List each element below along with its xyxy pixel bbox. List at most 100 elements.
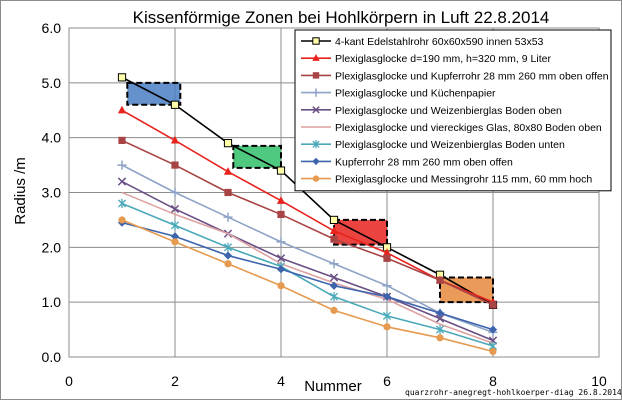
series-1-point-4 <box>329 226 339 234</box>
series-7-point-7 <box>488 325 498 334</box>
x-tick-label-0: 0 <box>65 373 73 389</box>
series-2-point-6 <box>436 276 444 284</box>
legend-swatch-marker-6 <box>312 140 320 149</box>
series-7 <box>117 218 498 334</box>
x-tick-label-3: 6 <box>383 373 391 389</box>
series-8-point-2 <box>224 260 232 268</box>
legend-swatch-marker-3 <box>311 88 321 97</box>
footer-note: quarzrohr-anegregt-hohlkoerper-diag 26.8… <box>405 388 621 397</box>
series-7-point-1 <box>170 232 180 241</box>
series-2-point-7 <box>489 301 497 309</box>
series-3-point-3 <box>276 237 286 247</box>
series-7-point-5 <box>382 292 392 301</box>
series-1-point-1 <box>170 135 180 144</box>
ticks: 0.0 1.0 2.0 3.0 4.0 5.0 6.0 0 2 4 6 8 10 <box>42 20 607 389</box>
series-line-7 <box>121 221 494 331</box>
x-tick-label-5: 10 <box>591 373 607 389</box>
series <box>117 73 498 356</box>
x-tick-label-1: 2 <box>171 373 179 389</box>
legend-label-0: 4-kant Edelstahlrohr 60x60x590 innen 53x… <box>335 36 544 48</box>
legend-label-7: Kupferrohr 28 mm 260 mm oben offen <box>335 156 513 168</box>
series-2 <box>118 136 497 309</box>
series-4-point-6 <box>435 314 445 323</box>
legend-label-3: Plexiglasglocke und Küchenpapier <box>335 88 496 100</box>
series-7-point-4 <box>329 281 339 290</box>
series-8-point-6 <box>436 334 444 342</box>
legend-entry-0: 4-kant Edelstahlrohr 60x60x590 innen 53x… <box>301 36 544 48</box>
legend-label-6: Plexiglasglocke und Weizenbierglas Boden… <box>335 139 565 151</box>
series-1-point-0 <box>117 105 127 114</box>
series-1-point-3 <box>276 196 286 204</box>
series-line-6 <box>121 202 494 347</box>
series-7-point-6 <box>435 309 445 318</box>
series-8-point-5 <box>383 323 391 331</box>
y-tick-label-5: 5.0 <box>42 75 62 91</box>
series-7-point-3 <box>276 265 286 274</box>
y-tick-label-1: 1.0 <box>42 294 62 310</box>
legend-label-2: Plexiglasglocke und Kupferrohr 28 mm 260… <box>335 70 609 82</box>
series-2-point-3 <box>277 210 285 219</box>
series-6-point-4 <box>329 292 339 302</box>
legend-label-8: Plexiglasglocke und Messingrohr 115 mm, … <box>335 174 592 186</box>
series-3-point-5 <box>382 281 392 291</box>
series-line-1 <box>121 109 494 303</box>
legend-swatch-marker-4 <box>312 106 320 114</box>
legend-entry-1: Plexiglasglocke d=190 mm, h=320 mm, 9 Li… <box>301 53 551 65</box>
series-6 <box>117 198 498 351</box>
legend-entry-4: Plexiglasglocke und Weizenbierglas Boden… <box>301 105 562 117</box>
plot-frame <box>68 27 600 358</box>
series-3-point-4 <box>329 259 339 269</box>
series-4-point-4 <box>329 273 339 282</box>
series-6-point-2 <box>223 242 233 252</box>
x-tick-label-2: 4 <box>277 373 285 389</box>
series-4-point-0 <box>117 177 127 186</box>
series-6-point-6 <box>435 324 445 335</box>
legend-entry-5: Plexiglasglocke und viereckiges Glas, 80… <box>301 122 602 134</box>
series-0-point-3 <box>276 166 286 175</box>
y-tick-label-3: 3.0 <box>42 185 62 201</box>
legend-swatch-marker-2 <box>312 72 320 79</box>
series-3-point-1 <box>170 187 180 198</box>
series-line-8 <box>121 219 494 353</box>
y-axis-label: Radius /m <box>12 157 29 225</box>
legend-entry-3: Plexiglasglocke und Küchenpapier <box>301 88 496 100</box>
series-line-0 <box>121 76 494 306</box>
series-8-point-7 <box>489 347 497 356</box>
legend-label-5: Plexiglasglocke und viereckiges Glas, 80… <box>335 122 602 134</box>
series-line-2 <box>121 139 494 306</box>
legend-entry-7: Kupferrohr 28 mm 260 mm oben offen <box>301 156 513 168</box>
legend-swatch-marker-1 <box>312 54 320 61</box>
series-8-point-4 <box>330 306 338 314</box>
y-tick-label-2: 2.0 <box>42 239 62 255</box>
series-2-point-0 <box>118 136 126 145</box>
series-5 <box>121 191 494 345</box>
series-0-point-2 <box>223 139 233 148</box>
legend-label-4: Plexiglasglocke und Weizenbierglas Boden… <box>335 105 562 117</box>
series-8-point-1 <box>171 238 179 246</box>
series-8-point-0 <box>118 216 126 224</box>
legend-swatch-marker-7 <box>312 157 320 166</box>
series-8 <box>118 216 497 356</box>
chart-title: Kissenförmige Zonen bei Hohlkörpern in L… <box>133 8 550 27</box>
series-0-point-4 <box>329 215 339 225</box>
legend-entry-2: Plexiglasglocke und Kupferrohr 28 mm 260… <box>301 70 609 82</box>
legend-entry-8: Plexiglasglocke und Messingrohr 115 mm, … <box>301 174 592 186</box>
legend-label-1: Plexiglasglocke d=190 mm, h=320 mm, 9 Li… <box>335 53 551 65</box>
series-6-point-5 <box>382 311 392 321</box>
x-tick-label-4: 8 <box>489 373 497 389</box>
y-tick-label-6: 6.0 <box>42 20 62 36</box>
series-0-point-1 <box>170 100 180 109</box>
series-8-point-3 <box>277 282 285 290</box>
series-2-point-4 <box>330 235 338 243</box>
legend-swatch-marker-8 <box>312 175 320 182</box>
series-3-point-2 <box>223 212 233 222</box>
series-3-point-0 <box>117 160 127 170</box>
series-6-point-1 <box>170 220 180 230</box>
series-line-4 <box>121 180 494 342</box>
series-line-5 <box>121 191 494 345</box>
series-6-point-0 <box>117 198 127 209</box>
series-2-point-1 <box>171 161 179 169</box>
legend-swatch-marker-0 <box>312 37 320 45</box>
series-1-point-2 <box>223 167 233 175</box>
